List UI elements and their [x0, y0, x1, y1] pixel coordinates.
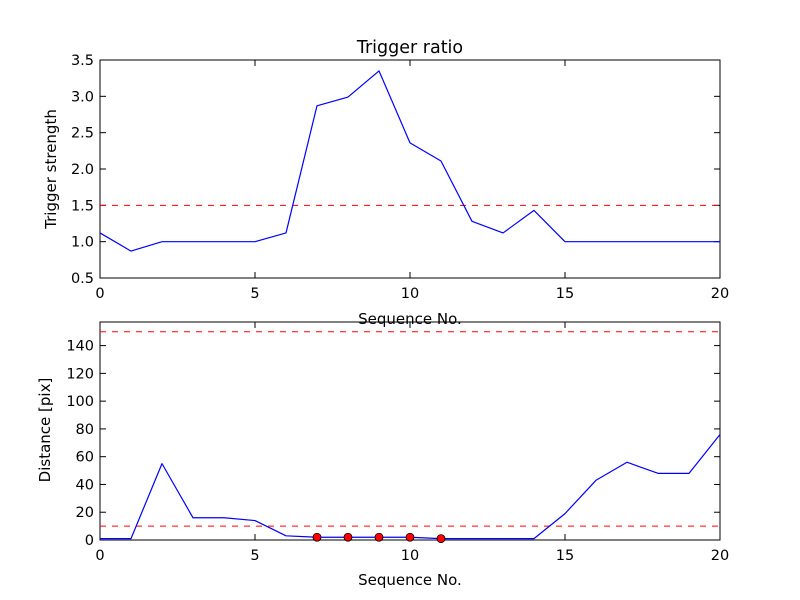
y-tick-label: 3.5 — [71, 53, 94, 69]
data-point-marker — [436, 534, 446, 544]
x-tick-label: 15 — [556, 548, 574, 564]
data-point-marker — [343, 532, 353, 542]
y-tick-label: 120 — [66, 366, 94, 382]
trigger-ratio-chart: Trigger ratio Sequence No. Trigger stren… — [42, 38, 729, 328]
x-tick-label: 20 — [711, 548, 729, 564]
y-axis-label: Distance [pix] — [36, 378, 54, 483]
y-tick-label: 2.5 — [71, 126, 94, 142]
x-tick-label: 0 — [95, 548, 104, 564]
data-point-marker — [312, 532, 322, 542]
y-tick-label: 0 — [85, 533, 94, 549]
y-tick-label: 100 — [66, 394, 94, 410]
y-tick-label: 140 — [66, 339, 94, 355]
x-tick-label: 15 — [556, 286, 574, 302]
chart-title: Trigger ratio — [356, 38, 463, 58]
x-tick-label: 5 — [250, 286, 259, 302]
distance-chart: Sequence No. Distance [pix] 0 5 10 15 20 0 20 4… — [36, 321, 729, 589]
x-tick-label: 10 — [401, 548, 419, 564]
x-tick-label: 0 — [95, 286, 104, 302]
data-point-marker — [374, 532, 384, 542]
series-line — [99, 70, 720, 252]
y-tick-label: 60 — [76, 450, 94, 466]
x-axis-label: Sequence No. — [358, 310, 462, 328]
y-tick-label: 1.5 — [71, 198, 94, 214]
y-axis-label: Trigger strength — [42, 109, 60, 230]
y-tick-label: 40 — [76, 477, 94, 493]
y-tick-label: 0.5 — [71, 271, 94, 287]
data-point-marker — [405, 532, 415, 542]
y-tick-label: 80 — [76, 422, 94, 438]
y-tick-label: 3.0 — [71, 89, 94, 105]
x-axis-label: Sequence No. — [358, 571, 462, 589]
y-tick-label: 20 — [76, 505, 94, 521]
x-tick-label: 10 — [401, 286, 419, 302]
y-tick-label: 1.0 — [71, 235, 94, 251]
x-tick-label: 20 — [711, 286, 729, 302]
y-tick-label: 2.0 — [71, 162, 94, 178]
x-tick-label: 5 — [250, 548, 259, 564]
